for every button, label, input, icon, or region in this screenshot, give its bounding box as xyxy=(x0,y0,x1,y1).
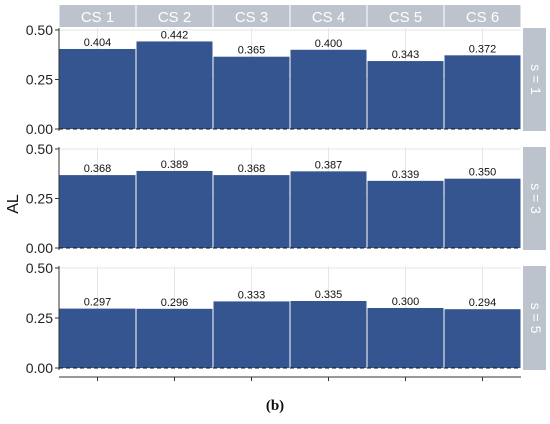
facet-strip-label: CS 5 xyxy=(389,9,422,26)
figure-caption: (b) xyxy=(265,398,285,414)
bar xyxy=(213,301,290,368)
bar xyxy=(290,171,367,248)
y-axis-title: AL xyxy=(5,194,22,214)
data-label: 0.400 xyxy=(315,38,343,50)
bar xyxy=(290,301,367,368)
bar xyxy=(290,49,367,130)
bar xyxy=(367,180,444,248)
data-label: 0.343 xyxy=(392,49,420,61)
bar xyxy=(444,55,521,129)
facet-strip-top xyxy=(444,5,521,27)
y-tick-label: 0.25 xyxy=(26,71,53,87)
facet-strip-top xyxy=(136,5,213,27)
data-label: 0.335 xyxy=(315,289,343,301)
data-label: 0.297 xyxy=(84,297,112,309)
facet-strip-label: CS 1 xyxy=(81,9,114,26)
facet-strip-right xyxy=(523,266,546,370)
facet-strip-label: s = 3 xyxy=(528,183,544,214)
facet-strip-label: CS 6 xyxy=(466,9,499,26)
data-label: 0.404 xyxy=(84,37,112,49)
bar xyxy=(213,56,290,130)
bar xyxy=(213,175,290,248)
facet-strip-top xyxy=(290,5,367,27)
data-label: 0.296 xyxy=(161,297,189,309)
bar xyxy=(59,175,136,248)
data-label: 0.294 xyxy=(469,297,497,309)
facet-strip-top xyxy=(367,5,444,27)
y-tick-label: 0.50 xyxy=(26,22,53,38)
facet-strip-right xyxy=(523,147,546,250)
y-tick-label: 0.50 xyxy=(26,260,53,276)
facet-strip-top xyxy=(59,5,136,27)
facet-strip-label: CS 4 xyxy=(312,9,345,26)
data-label: 0.333 xyxy=(238,289,266,301)
bar xyxy=(136,41,213,130)
data-label: 0.372 xyxy=(469,43,497,55)
y-tick-label: 0.25 xyxy=(26,190,53,206)
y-tick-label: 0.25 xyxy=(26,310,53,326)
y-tick-label: 0.00 xyxy=(26,121,53,137)
data-label: 0.300 xyxy=(392,296,420,308)
bar xyxy=(367,308,444,368)
data-label: 0.350 xyxy=(469,167,497,179)
bar xyxy=(444,178,521,248)
y-tick-label: 0.50 xyxy=(26,141,53,157)
facet-strip-top xyxy=(213,5,290,27)
data-label: 0.442 xyxy=(161,29,189,41)
data-label: 0.368 xyxy=(238,163,266,175)
facet-strip-label: s = 5 xyxy=(528,303,544,334)
facet-strip-label: s = 1 xyxy=(528,64,544,95)
data-label: 0.368 xyxy=(84,163,112,175)
bar xyxy=(367,61,444,129)
bar xyxy=(59,308,136,368)
data-label: 0.389 xyxy=(161,159,189,171)
y-tick-label: 0.00 xyxy=(26,240,53,256)
facet-strip-right xyxy=(523,28,546,131)
data-label: 0.365 xyxy=(238,45,266,57)
bar xyxy=(444,309,521,368)
y-tick-label: 0.00 xyxy=(26,360,53,376)
bar xyxy=(59,48,136,129)
facet-strip-label: CS 3 xyxy=(235,9,268,26)
data-label: 0.339 xyxy=(392,169,420,181)
bar xyxy=(136,308,213,368)
bar xyxy=(136,170,213,248)
facet-strip-label: CS 2 xyxy=(158,9,191,26)
data-label: 0.387 xyxy=(315,159,343,171)
